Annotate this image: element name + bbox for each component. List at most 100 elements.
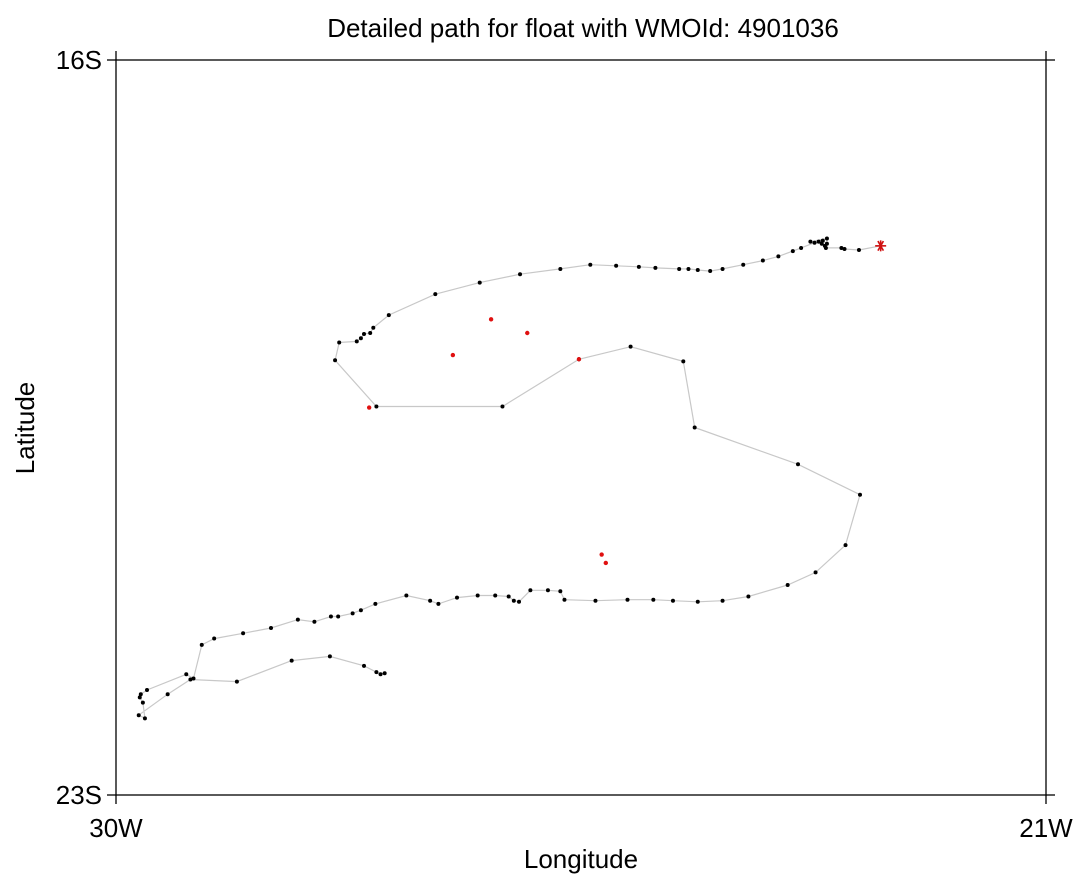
profile-point	[842, 247, 847, 251]
profile-point	[813, 570, 818, 575]
profile-point	[636, 264, 641, 269]
profile-point	[856, 248, 861, 253]
profile-point	[518, 272, 523, 277]
profile-point	[517, 599, 521, 604]
highlighted-point	[603, 560, 608, 566]
profile-point	[720, 266, 725, 271]
profile-point	[165, 692, 170, 697]
profile-point	[785, 583, 790, 587]
x-tick-label: 21W	[1019, 813, 1073, 843]
profile-points	[136, 236, 862, 721]
profile-point	[140, 700, 145, 705]
profile-point	[796, 462, 800, 467]
profile-point	[843, 543, 848, 548]
profile-point	[234, 679, 239, 684]
profile-point	[312, 619, 317, 624]
x-tick-label: 30W	[89, 813, 143, 843]
profile-point	[614, 263, 619, 268]
profile-point	[350, 611, 355, 616]
profile-point	[188, 677, 193, 682]
profile-point	[333, 358, 338, 363]
profile-point	[199, 642, 204, 647]
profile-point	[628, 344, 633, 349]
profile-point	[373, 601, 378, 606]
axes: 30W 21W 16S 23S	[56, 45, 1073, 843]
profile-point	[404, 593, 409, 598]
highlighted-point	[599, 552, 604, 557]
profile-point	[816, 239, 821, 244]
profile-point	[562, 597, 567, 602]
y-tick-label: 23S	[56, 780, 102, 810]
profile-point	[776, 254, 781, 259]
profile-point	[433, 292, 438, 297]
profile-point	[191, 676, 196, 681]
profile-point	[212, 636, 217, 641]
profile-point	[511, 598, 516, 603]
profile-point	[455, 595, 459, 600]
profile-point	[812, 240, 817, 245]
profile-point	[760, 258, 765, 263]
profile-point	[477, 280, 482, 285]
profile-point	[819, 241, 824, 246]
profile-point	[362, 663, 366, 668]
highlighted-point	[576, 357, 582, 362]
profile-point	[136, 713, 141, 718]
profile-point	[386, 313, 391, 318]
y-tick-label: 16S	[56, 45, 102, 75]
profile-point	[670, 598, 675, 603]
profile-point	[558, 266, 563, 271]
profile-point	[358, 336, 363, 341]
profile-point	[824, 241, 829, 246]
profile-point	[695, 599, 700, 604]
profile-point	[653, 265, 658, 270]
start-marker	[875, 240, 887, 252]
highlighted-points	[366, 317, 608, 566]
profile-point	[799, 245, 804, 250]
profile-point	[692, 425, 697, 430]
profile-point	[138, 692, 143, 697]
profile-point	[374, 404, 379, 409]
plot-frame	[115, 59, 1047, 796]
highlighted-point	[450, 352, 456, 358]
profile-point	[588, 262, 593, 267]
profile-point	[686, 266, 691, 271]
profile-point	[808, 239, 813, 244]
profile-point	[382, 671, 387, 676]
profile-point	[269, 626, 273, 631]
profile-point	[295, 617, 300, 622]
profile-point	[593, 598, 598, 603]
profile-point	[374, 670, 379, 675]
profile-point	[362, 332, 366, 337]
profile-point	[720, 598, 725, 603]
profile-point	[500, 404, 505, 409]
profile-point	[358, 608, 363, 613]
profile-point	[820, 238, 825, 243]
highlighted-point	[525, 330, 530, 336]
path-line	[137, 237, 881, 720]
profile-point	[354, 339, 359, 344]
profile-point	[858, 492, 862, 497]
highlighted-point	[488, 317, 494, 322]
profile-point	[241, 631, 246, 636]
profile-point	[328, 614, 333, 619]
profile-point	[625, 597, 630, 602]
start-asterisk	[875, 240, 887, 252]
profile-point	[681, 359, 686, 364]
profile-point	[336, 614, 341, 619]
profile-point	[558, 589, 563, 594]
profile-point	[493, 593, 498, 598]
profile-point	[651, 597, 656, 602]
profile-point	[137, 695, 142, 700]
profile-point	[368, 331, 373, 335]
profile-point	[528, 588, 533, 593]
profile-point	[824, 236, 829, 241]
profile-point	[184, 672, 189, 677]
y-axis-label: Latitude	[10, 382, 40, 475]
profile-point	[337, 340, 342, 345]
profile-point	[708, 269, 713, 274]
profile-point	[371, 325, 376, 330]
float-path	[137, 237, 881, 720]
profile-point	[741, 262, 746, 267]
x-axis-label: Longitude	[524, 844, 638, 874]
